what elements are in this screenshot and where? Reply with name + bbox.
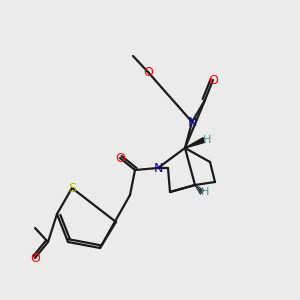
Text: S: S bbox=[68, 182, 76, 194]
Text: O: O bbox=[30, 251, 40, 265]
Polygon shape bbox=[185, 138, 205, 148]
Text: N: N bbox=[187, 116, 197, 128]
Text: H: H bbox=[201, 187, 209, 197]
Text: H: H bbox=[203, 135, 211, 145]
Text: O: O bbox=[143, 65, 153, 79]
Text: O: O bbox=[208, 74, 218, 86]
Text: N: N bbox=[153, 161, 163, 175]
Text: O: O bbox=[115, 152, 125, 164]
